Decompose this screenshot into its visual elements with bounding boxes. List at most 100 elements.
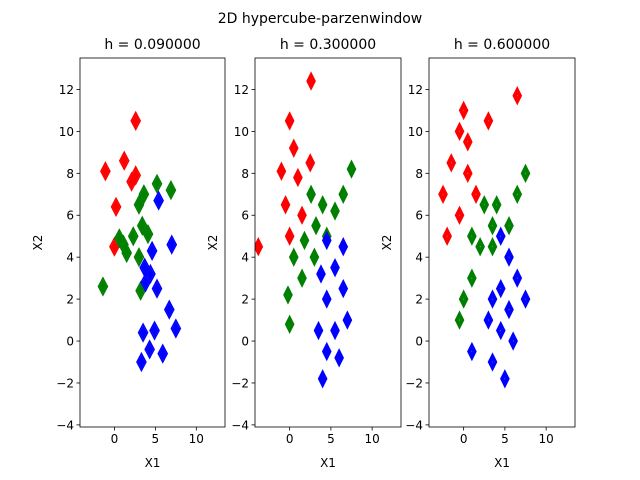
contour-1-11-level-3 — [514, 90, 521, 102]
contour-3-4-level-4 — [490, 295, 495, 304]
contour-3-7-level-3 — [315, 325, 322, 336]
contour-2-4-level-3 — [301, 235, 308, 246]
contour-2-2-level-4 — [320, 201, 325, 209]
contour-3-3-level-1 — [495, 278, 506, 299]
contour-1-4-level-1 — [276, 161, 287, 181]
contour-2-3-level-1 — [487, 216, 498, 236]
contour-3-4-level-2 — [146, 266, 155, 282]
contour-3-8-level-3 — [324, 346, 330, 357]
contour-1-3-level-3 — [291, 142, 297, 154]
plot-area — [438, 86, 531, 389]
contour-3-8-level-4 — [325, 348, 329, 355]
contour-3-9-level-3 — [510, 335, 516, 347]
contour-3-8-level-1 — [495, 320, 506, 341]
contour-2-6-level-1 — [487, 237, 498, 257]
contour-2-1-level-4 — [309, 190, 313, 198]
contour-1-1-level-2 — [307, 73, 315, 89]
contour-3-3-level-2 — [148, 243, 156, 259]
contour-3-1-level-1 — [321, 230, 332, 251]
contour-3-8-level-1 — [321, 341, 332, 362]
contour-1-10-level-3 — [485, 115, 492, 127]
contour-2-8-level-1 — [512, 184, 523, 204]
contour-3-14-level-3 — [142, 263, 148, 273]
contour-3-12-level-3 — [319, 373, 326, 385]
contour-2-4-level-2 — [300, 233, 309, 248]
contour-1-2-level-4 — [457, 127, 462, 136]
contour-3-12-level-4 — [320, 375, 325, 383]
contour-1-3-level-1 — [118, 150, 130, 171]
contour-1-2-level-2 — [455, 123, 464, 140]
contour-2-3-level-4 — [490, 221, 495, 230]
plot-area — [255, 71, 357, 389]
contour-1-7-level-4 — [283, 201, 288, 209]
contour-2-10-level-2 — [459, 291, 468, 307]
contour-2-8-level-3 — [514, 188, 521, 200]
contour-2-9-level-1 — [520, 163, 531, 183]
contour-3-11-level-3 — [147, 344, 153, 355]
y-tick-label-8: 10 — [234, 125, 249, 139]
series-2 — [454, 163, 531, 330]
contour-2-1-level-3 — [308, 189, 314, 200]
contour-2-1-level-3 — [136, 200, 142, 210]
contour-2-4-level-3 — [130, 231, 136, 241]
contour-3-9-level-2 — [509, 333, 517, 349]
contour-1-2-level-1 — [454, 121, 465, 142]
figure-suptitle: 2D hypercube-parzenwindow — [218, 11, 423, 27]
contour-3-3-level-2 — [496, 280, 505, 297]
y-tick-label-7: 8 — [415, 167, 423, 181]
contour-2-2-level-3 — [141, 189, 147, 199]
contour-3-10-level-1 — [487, 352, 498, 372]
subplot-title: h = 0.300000 — [280, 37, 376, 53]
contour-3-11-level-1 — [144, 339, 155, 360]
contour-3-12-level-4 — [523, 295, 528, 304]
contour-3-2-level-3 — [332, 262, 338, 273]
contour-2-9-level-2 — [347, 161, 356, 177]
contour-1-8-level-2 — [298, 207, 306, 223]
contour-2-11-level-2 — [455, 312, 464, 328]
contour-1-1-level-1 — [458, 100, 469, 121]
contour-1-6-level-4 — [474, 190, 478, 199]
y-tick-label-3: 0 — [415, 335, 423, 349]
contour-1-4-level-1 — [446, 153, 457, 173]
contour-1-10-level-3 — [287, 230, 293, 242]
contour-1-5-level-4 — [296, 174, 300, 181]
x-tick-label-1: 0 — [111, 432, 119, 446]
contour-2-4-level-4 — [478, 242, 483, 251]
axes-frame — [79, 57, 226, 428]
y-axis-label: X2 — [380, 235, 394, 251]
contour-1-4-level-2 — [447, 155, 456, 171]
series-1 — [255, 71, 316, 257]
contour-3-11-level-3 — [502, 373, 508, 385]
contour-2-11-level-1 — [97, 276, 109, 297]
series-2 — [97, 173, 177, 301]
contour-2-2-level-1 — [138, 184, 150, 205]
contour-1-2-level-3 — [287, 115, 293, 127]
contour-3-2-level-1 — [504, 247, 514, 267]
contour-1-6-level-3 — [473, 188, 479, 200]
y-tick-label-9: 12 — [59, 83, 74, 97]
y-tick-label-9: 12 — [408, 83, 423, 97]
contour-3-9-level-2 — [335, 350, 343, 366]
contour-3-9-level-1 — [137, 322, 149, 343]
contour-1-1-level-2 — [459, 102, 468, 119]
axes-frame — [428, 57, 576, 428]
contour-1-4-level-3 — [448, 157, 455, 169]
contour-2-13-level-2 — [119, 237, 128, 252]
contour-1-11-level-4 — [515, 91, 520, 100]
contour-2-12-level-1 — [504, 216, 514, 236]
contour-1-5-level-3 — [464, 167, 471, 179]
contour-2-11-level-2 — [298, 270, 306, 286]
contour-3-6-level-1 — [330, 320, 340, 341]
contour-1-2-level-3 — [456, 125, 463, 138]
subplot-2: 0 5 10 −4 −2 0 2 4 6 8 10 12 X1 X2 h = 0.300000 — [206, 37, 402, 470]
contour-3-12-level-1 — [317, 369, 328, 389]
contour-3-3-level-3 — [340, 283, 346, 294]
x-ticks: 0 5 10 — [460, 427, 554, 446]
contour-2-7-level-2 — [135, 250, 143, 265]
contour-2-2-level-1 — [317, 195, 328, 215]
x-tick-label-3: 10 — [364, 432, 379, 446]
contour-2-10-level-2 — [284, 287, 292, 303]
contour-3-11-level-2 — [145, 342, 154, 357]
series-2 — [283, 159, 357, 334]
